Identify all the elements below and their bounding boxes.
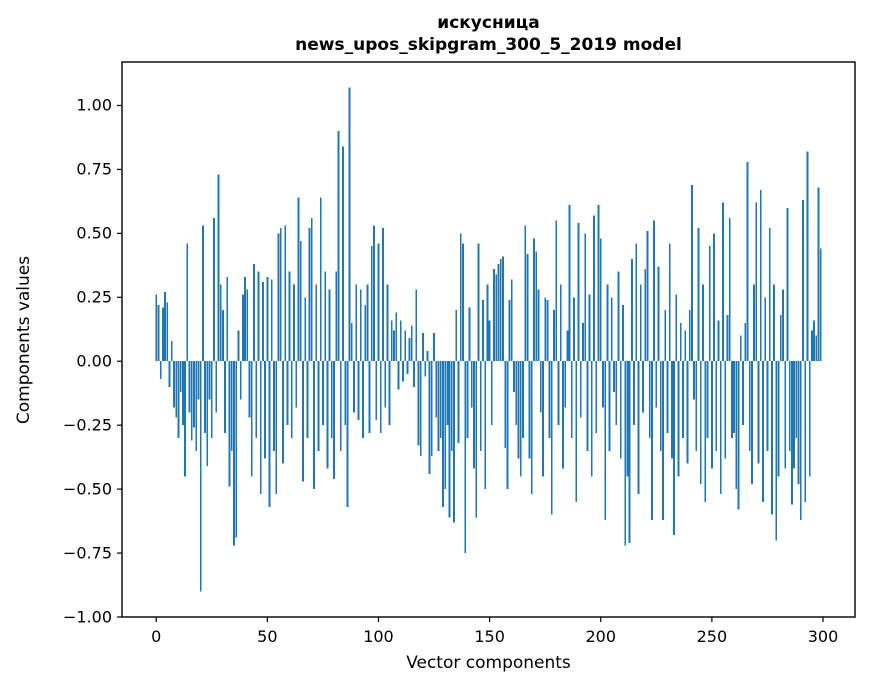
chart-title-word: искусница (437, 13, 540, 33)
y-tick-label: 0.00 (76, 351, 112, 371)
x-tick-label: 150 (474, 627, 505, 646)
x-tick-label: 100 (363, 627, 394, 646)
y-tick-label: 0.75 (76, 159, 112, 179)
y-tick-label: 1.00 (76, 95, 112, 115)
y-tick-label: 0.25 (76, 287, 112, 307)
x-axis-label: Vector components (406, 653, 571, 673)
y-tick-label: −0.75 (62, 543, 112, 563)
x-tick-label: 50 (257, 627, 278, 646)
x-tick-label: 0 (151, 627, 162, 646)
y-tick-label: −0.50 (62, 479, 112, 499)
x-tick-label: 250 (696, 627, 728, 646)
chart-title: искусница news_upos_skipgram_300_5_2019 … (122, 12, 855, 56)
x-tick-label: 300 (807, 627, 839, 646)
y-tick-label: −1.00 (62, 607, 112, 627)
chart-title-model: news_upos_skipgram_300_5_2019 model (295, 35, 682, 55)
y-tick-label: 0.50 (76, 223, 112, 243)
x-tick-label: 200 (585, 627, 617, 646)
y-tick-label: −0.25 (62, 415, 112, 435)
